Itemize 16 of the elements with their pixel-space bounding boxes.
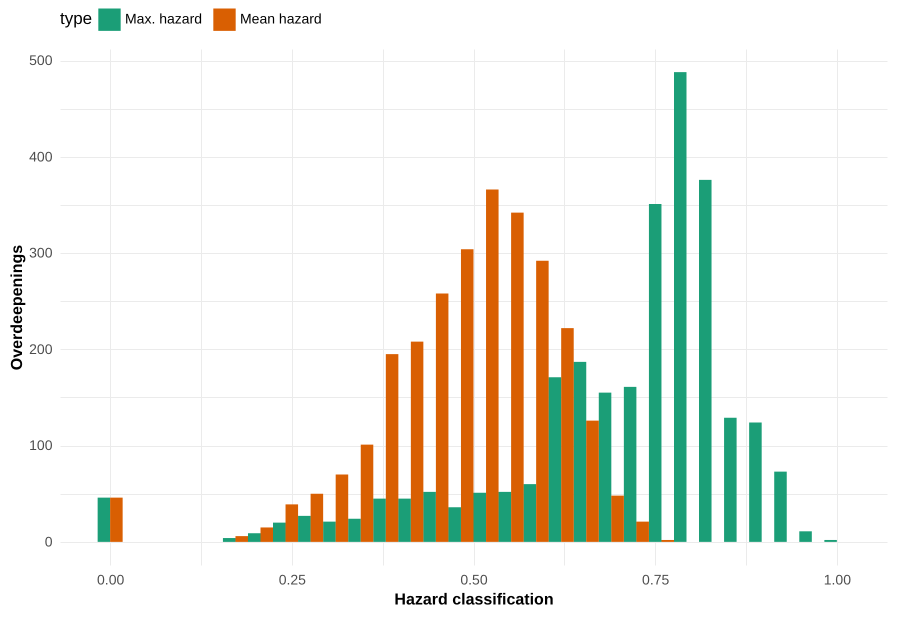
legend-title: type: [60, 9, 92, 28]
x-tick-label: 1.00: [824, 572, 852, 588]
legend-label: Mean hazard: [240, 10, 322, 27]
x-axis-title: Hazard classification: [394, 592, 554, 608]
y-tick-label: 200: [29, 340, 53, 357]
y-tick-label: 100: [29, 437, 53, 454]
x-tick-label: 0.00: [97, 572, 124, 588]
x-tick-label: 0.50: [460, 572, 488, 588]
y-tick-label: 500: [29, 52, 53, 68]
x-tick-label: 0.75: [642, 572, 670, 588]
y-tick-label: 300: [29, 244, 53, 261]
y-tick-label: 400: [29, 148, 53, 164]
y-tick-label: 0: [44, 533, 53, 550]
y-axis-title: Overdeepenings: [9, 244, 26, 370]
legend-label: Max. hazard: [125, 10, 202, 27]
x-tick-label: 0.25: [278, 572, 306, 588]
